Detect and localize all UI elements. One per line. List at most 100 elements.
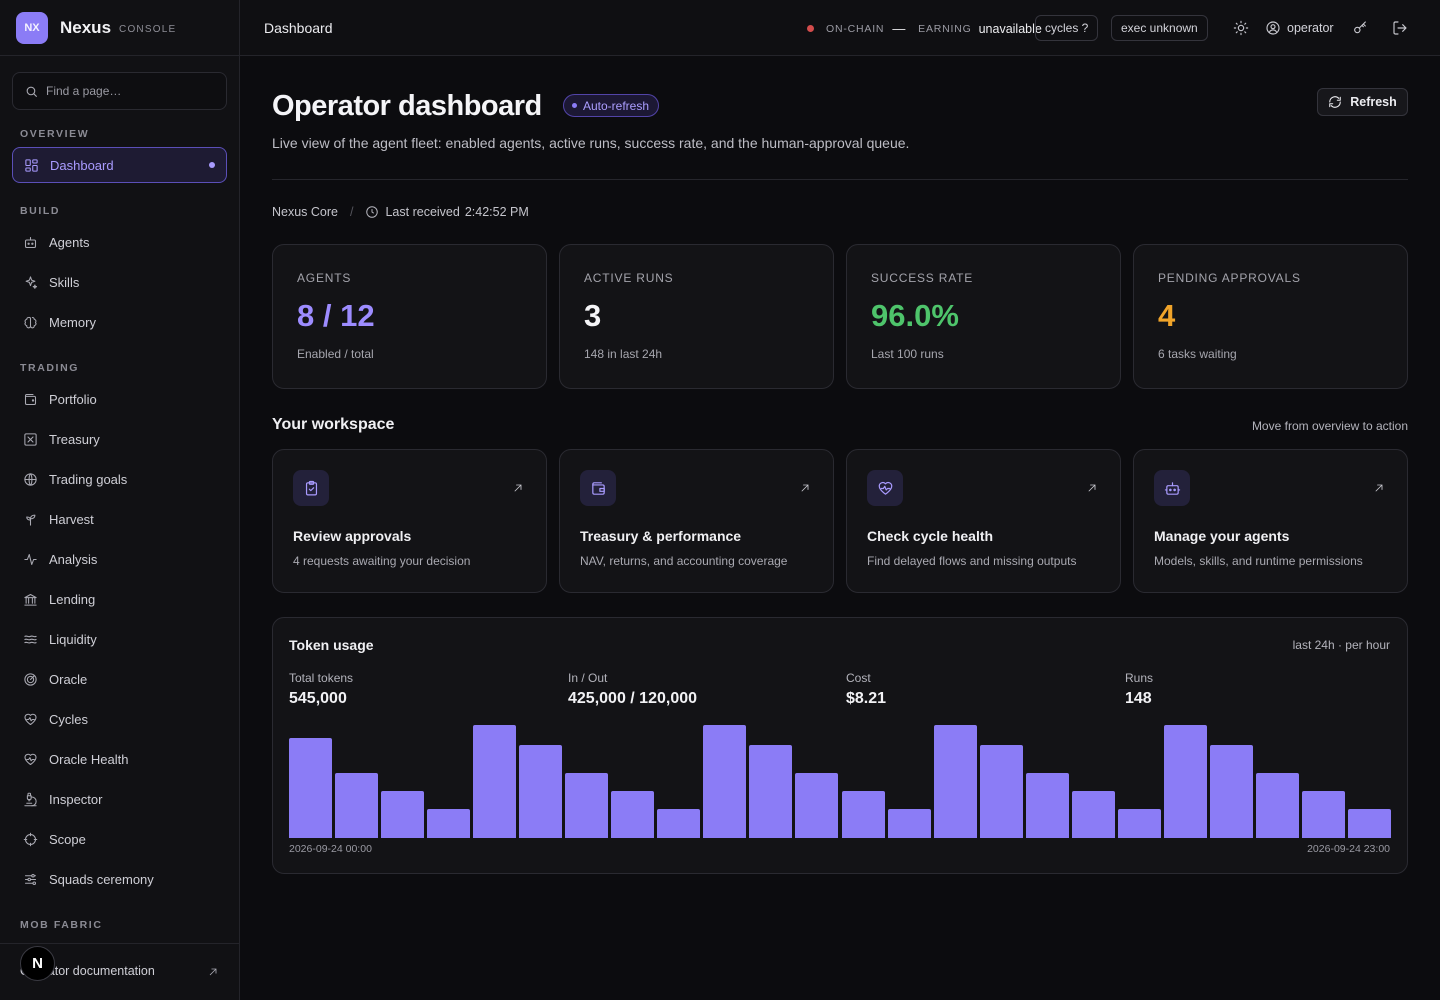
chart-bar[interactable] bbox=[841, 791, 885, 838]
sidebar-item-liquidity[interactable]: Liquidity bbox=[12, 621, 227, 657]
chart-bar[interactable] bbox=[427, 809, 471, 838]
stat-card-pending-approvals[interactable]: PENDING APPROVALS 4 6 tasks waiting bbox=[1133, 244, 1408, 389]
chart-bar[interactable] bbox=[749, 744, 793, 838]
chart-bar[interactable] bbox=[381, 791, 425, 838]
sidebar-item-oracle-health[interactable]: Oracle Health bbox=[12, 741, 227, 777]
sidebar-item-label: Trading goals bbox=[49, 471, 128, 487]
sidebar-item-dashboard[interactable]: Dashboard bbox=[12, 147, 227, 183]
sidebar-item-cycles[interactable]: Cycles bbox=[12, 701, 227, 737]
active-indicator-dot bbox=[209, 162, 215, 168]
wallet-icon bbox=[24, 393, 37, 405]
sidebar-item-oracle[interactable]: Oracle bbox=[12, 661, 227, 697]
metric-in-out: In / Out 425,000 / 120,000 bbox=[568, 671, 697, 708]
chart-bar[interactable] bbox=[979, 744, 1023, 838]
refresh-button[interactable]: Refresh bbox=[1317, 88, 1408, 116]
chart-bar[interactable] bbox=[1209, 744, 1253, 838]
sidebar-item-memory[interactable]: Memory bbox=[12, 304, 227, 340]
arrow-up-right-icon bbox=[514, 484, 522, 492]
sidebar-item-trading-goals[interactable]: Trading goals bbox=[12, 461, 227, 497]
sidebar-item-label: Oracle Health bbox=[49, 751, 129, 767]
chart-bar[interactable] bbox=[611, 791, 655, 838]
x-axis-end-label: 2026-09-24 23:00 bbox=[1307, 843, 1390, 855]
logout-icon[interactable] bbox=[1392, 20, 1408, 36]
chart-bar[interactable] bbox=[289, 737, 333, 838]
dev-tools-badge[interactable]: N bbox=[20, 946, 55, 981]
chart-bar[interactable] bbox=[887, 809, 931, 838]
chart-bar[interactable] bbox=[657, 809, 701, 838]
workspace-card-title: Treasury & performance bbox=[580, 528, 742, 544]
chart-bar[interactable] bbox=[1301, 791, 1345, 838]
cycles-pill[interactable]: cycles ? bbox=[1035, 15, 1099, 41]
section-label-build: BUILD bbox=[20, 205, 61, 217]
key-icon[interactable] bbox=[1352, 20, 1368, 36]
stat-sub: 6 tasks waiting bbox=[1158, 347, 1237, 361]
stat-card-success-rate[interactable]: SUCCESS RATE 96.0% Last 100 runs bbox=[846, 244, 1121, 389]
metric-cost: Cost $8.21 bbox=[846, 671, 886, 708]
external-link-arrow-icon[interactable] bbox=[207, 966, 219, 978]
bot-icon bbox=[24, 236, 37, 248]
wallet-icon bbox=[580, 470, 616, 506]
sun-icon[interactable] bbox=[1233, 20, 1249, 36]
sidebar-item-analysis[interactable]: Analysis bbox=[12, 541, 227, 577]
sidebar-item-harvest[interactable]: Harvest bbox=[12, 501, 227, 537]
sidebar-item-skills[interactable]: Skills bbox=[12, 264, 227, 300]
chart-bar[interactable] bbox=[1255, 773, 1299, 838]
metric-value: 425,000 / 120,000 bbox=[568, 690, 698, 707]
stat-value: 96.0% bbox=[871, 298, 959, 333]
chart-bar[interactable] bbox=[1347, 809, 1391, 838]
sidebar-item-scope[interactable]: Scope bbox=[12, 821, 227, 857]
stat-label: AGENTS bbox=[297, 271, 352, 285]
search-input[interactable] bbox=[46, 84, 216, 98]
refresh-label: Refresh bbox=[1350, 95, 1397, 109]
earning-value: unavailable bbox=[978, 21, 1042, 36]
vault-icon bbox=[24, 432, 37, 446]
stat-card-agents[interactable]: AGENTS 8 / 12 Enabled / total bbox=[272, 244, 547, 389]
sidebar-item-agents[interactable]: Agents bbox=[12, 224, 227, 260]
sidebar-item-label: Scope bbox=[49, 831, 86, 847]
stat-card-active-runs[interactable]: ACTIVE RUNS 3 148 in last 24h bbox=[559, 244, 834, 389]
chart-bar[interactable] bbox=[335, 773, 379, 838]
exec-pill[interactable]: exec unknown bbox=[1111, 15, 1208, 41]
bank-icon bbox=[24, 593, 37, 606]
clock-icon bbox=[366, 206, 379, 218]
metric-total-tokens: Total tokens 545,000 bbox=[289, 671, 353, 708]
metric-runs: Runs 148 bbox=[1125, 671, 1153, 708]
chain-status: ON-CHAIN — EARNING unavailable bbox=[807, 21, 1042, 36]
chart-bar[interactable] bbox=[1071, 791, 1115, 838]
globe-icon bbox=[24, 472, 37, 486]
chart-bar[interactable] bbox=[519, 744, 563, 838]
sidebar-item-label: Analysis bbox=[49, 551, 98, 567]
sliders-icon bbox=[24, 873, 37, 885]
crumb-source[interactable]: Nexus Core bbox=[272, 205, 338, 219]
chart-bar[interactable] bbox=[795, 773, 839, 838]
chart-bar[interactable] bbox=[1025, 773, 1069, 838]
brand[interactable]: NX Nexus CONSOLE bbox=[0, 0, 239, 56]
sidebar-item-portfolio[interactable]: Portfolio bbox=[12, 381, 227, 417]
user-circle-icon[interactable] bbox=[1265, 20, 1281, 36]
page-search[interactable] bbox=[12, 72, 227, 110]
heart-pulse-icon bbox=[24, 713, 37, 725]
last-received-time: 2:42:52 PM bbox=[464, 205, 529, 219]
sidebar-item-inspector[interactable]: Inspector bbox=[12, 781, 227, 817]
chart-bar[interactable] bbox=[1163, 725, 1207, 838]
arrow-up-right-icon bbox=[1088, 484, 1096, 492]
workspace-card-review-approvals[interactable]: Review approvals 4 requests awaiting you… bbox=[272, 449, 547, 593]
sidebar-item-treasury[interactable]: Treasury bbox=[12, 421, 227, 457]
badge-dot bbox=[572, 103, 577, 108]
user-name[interactable]: operator bbox=[1287, 21, 1334, 35]
sidebar-item-lending[interactable]: Lending bbox=[12, 581, 227, 617]
chart-bar[interactable] bbox=[933, 725, 977, 838]
workspace-card-manage-agents[interactable]: Manage your agents Models, skills, and r… bbox=[1133, 449, 1408, 593]
stat-value: 8 / 12 bbox=[297, 298, 375, 333]
sidebar-item-squads-ceremony[interactable]: Squads ceremony bbox=[12, 861, 227, 897]
breadcrumb: Nexus Core / Last received 2:42:52 PM bbox=[272, 205, 529, 219]
page-title: Operator dashboard bbox=[272, 90, 542, 122]
topbar-title: Dashboard bbox=[264, 20, 333, 36]
chart-bar[interactable] bbox=[473, 725, 517, 838]
chart-bar[interactable] bbox=[1117, 809, 1161, 838]
chart-bar[interactable] bbox=[565, 773, 609, 838]
workspace-card-treasury[interactable]: Treasury & performance NAV, returns, and… bbox=[559, 449, 834, 593]
chart-bar[interactable] bbox=[703, 725, 747, 838]
workspace-card-cycle-health[interactable]: Check cycle health Find delayed flows an… bbox=[846, 449, 1121, 593]
waves-icon bbox=[24, 634, 37, 644]
